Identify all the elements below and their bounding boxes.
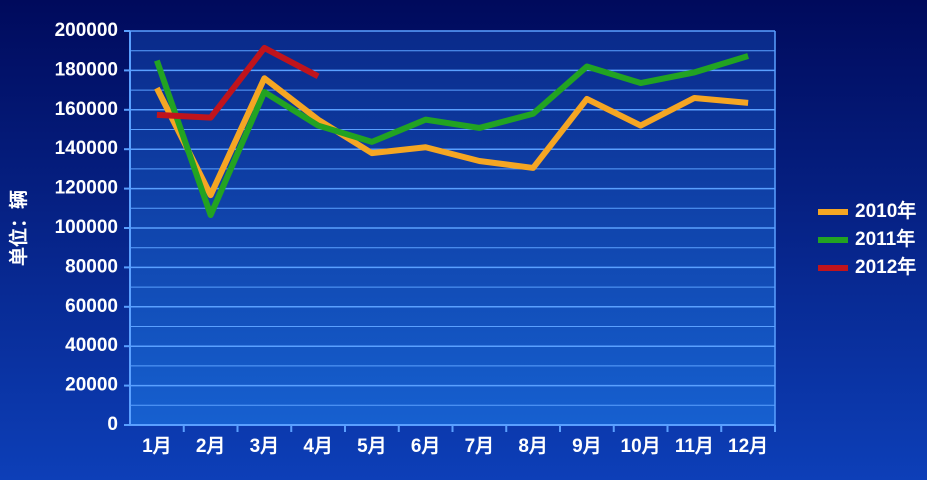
y-tick-label: 80000 bbox=[65, 256, 118, 277]
y-axis-label: 单位：辆 bbox=[7, 190, 30, 266]
x-tick-label: 8月 bbox=[518, 436, 548, 457]
x-tick-label: 6月 bbox=[411, 436, 441, 457]
x-tick-label: 12月 bbox=[728, 436, 768, 457]
y-tick-label: 140000 bbox=[55, 138, 118, 159]
y-tick-label: 40000 bbox=[65, 335, 118, 356]
x-tick-label: 9月 bbox=[572, 436, 602, 457]
x-tick-label: 3月 bbox=[250, 436, 280, 457]
y-tick-label: 60000 bbox=[65, 296, 118, 317]
series-line bbox=[154, 75, 749, 199]
y-tick-label: 0 bbox=[107, 414, 118, 435]
x-tick-label: 1月 bbox=[142, 436, 172, 457]
y-tick-label: 20000 bbox=[65, 375, 118, 396]
legend-label: 2012年 bbox=[855, 255, 916, 278]
y-tick-label: 180000 bbox=[55, 59, 118, 80]
y-tick-label: 200000 bbox=[55, 20, 118, 41]
x-tick-label: 4月 bbox=[303, 436, 333, 457]
y-tick-label: 100000 bbox=[55, 217, 118, 238]
legend-label: 2010年 bbox=[855, 199, 916, 222]
x-tick-label: 11月 bbox=[675, 436, 714, 457]
x-tick-label: 2月 bbox=[196, 436, 226, 457]
y-tick-label: 120000 bbox=[55, 178, 118, 199]
series-line bbox=[156, 44, 320, 121]
y-tick-label: 160000 bbox=[55, 99, 118, 120]
x-tick-label: 10月 bbox=[621, 436, 661, 457]
series-line bbox=[154, 53, 749, 218]
x-tick-label: 5月 bbox=[357, 436, 387, 457]
x-tick-label: 7月 bbox=[465, 436, 495, 457]
legend-label: 2011年 bbox=[855, 227, 915, 250]
